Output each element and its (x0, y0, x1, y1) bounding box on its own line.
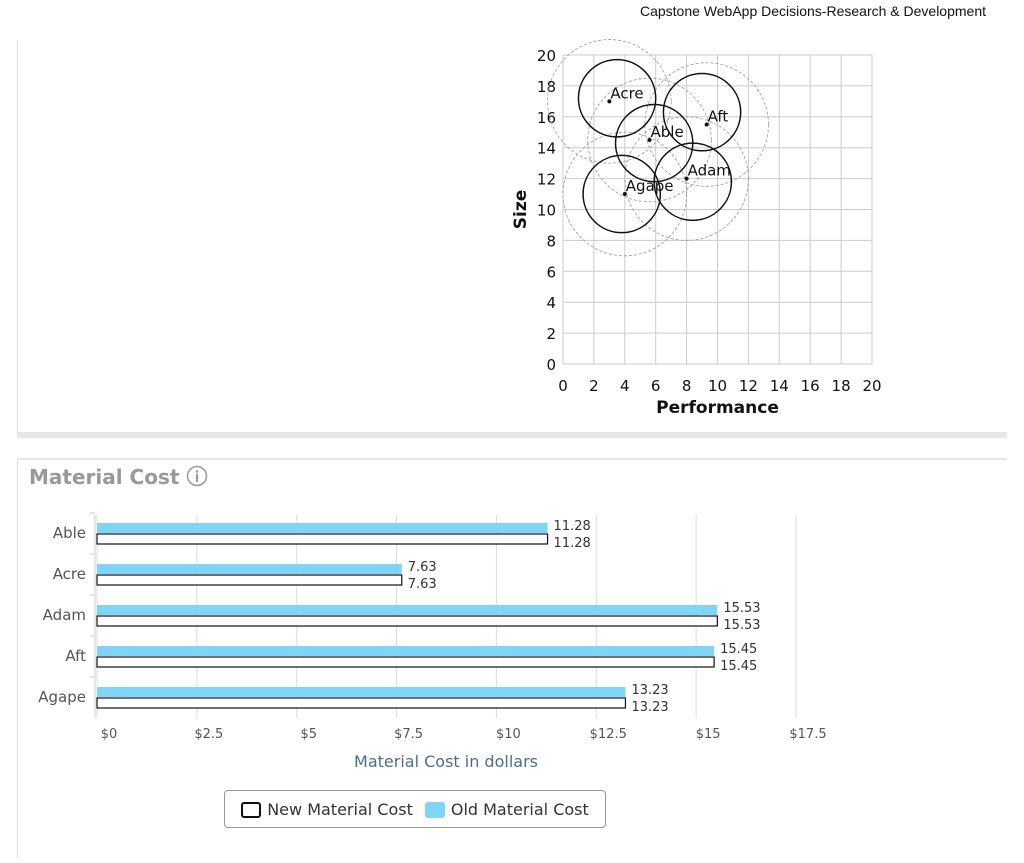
target-circle (562, 131, 687, 257)
x-tick-label: 20 (862, 377, 881, 395)
legend-new[interactable]: New Material Cost (241, 800, 413, 819)
bubble-aft[interactable] (662, 72, 742, 152)
bar-new-acre[interactable] (96, 574, 403, 586)
x-tick-label: $7.5 (394, 727, 423, 742)
x-axis-title: Material Cost in dollars (354, 752, 538, 771)
point-label: Acre (610, 84, 643, 102)
y-tick-label: 10 (537, 202, 556, 220)
x-tick-label: $2.5 (194, 727, 223, 742)
x-tick-label: 6 (651, 377, 661, 395)
x-axis-title: Performance (656, 398, 779, 418)
target-circle (644, 62, 769, 187)
y-tick-label: 8 (546, 232, 556, 250)
legend-swatch-old (424, 802, 445, 818)
x-tick-label: 0 (558, 377, 568, 395)
material-cost-title: Material Cost (29, 465, 208, 489)
bar-old-adam[interactable] (97, 605, 718, 615)
bar-old-able[interactable] (97, 523, 548, 533)
x-tick-label: 4 (620, 377, 630, 395)
x-tick-label: $15 (696, 727, 721, 742)
category-label: Able (53, 524, 86, 542)
legend-swatch-new (241, 802, 262, 818)
x-tick-label: 14 (770, 377, 789, 395)
category-label: Agape (38, 688, 86, 706)
legend-label-new: New Material Cost (267, 799, 413, 819)
bubble-adam[interactable] (653, 142, 733, 222)
point-agape (622, 192, 627, 197)
material-cost-title-text: Material Cost (29, 465, 180, 489)
bar-new-adam[interactable] (96, 615, 718, 627)
x-tick-label: 10 (708, 377, 727, 395)
x-tick-label: 12 (739, 377, 758, 395)
point-label: Adam (688, 162, 731, 180)
x-tick-label: 8 (682, 377, 692, 395)
bar-old-acre[interactable] (97, 564, 402, 574)
data-label-new: 15.53 (723, 618, 760, 633)
y-tick-label: 14 (537, 140, 556, 158)
data-label-old: 15.53 (723, 601, 760, 616)
bar-old-agape[interactable] (97, 687, 626, 697)
x-tick-label: 2 (589, 377, 599, 395)
x-tick-label: $17.5 (789, 727, 826, 742)
y-tick-label: 6 (546, 263, 556, 281)
point-label: Aft (708, 108, 729, 126)
app-title: Capstone WebApp Decisions-Research & Dev… (639, 3, 986, 19)
y-tick-label: 18 (537, 78, 556, 96)
y-tick-label: 12 (537, 171, 556, 189)
point-adam (684, 176, 689, 181)
point-label: Able (651, 123, 684, 141)
data-label-old: 11.28 (554, 519, 591, 534)
x-tick-label: 18 (832, 377, 851, 395)
y-tick-label: 20 (537, 47, 556, 65)
y-tick-label: 4 (546, 294, 556, 312)
bar-new-able[interactable] (96, 533, 549, 545)
point-aft (704, 122, 709, 127)
data-label-new: 11.28 (554, 536, 591, 551)
point-label: Agape (626, 177, 674, 195)
data-label-old: 7.63 (408, 560, 437, 575)
data-label-new: 15.45 (720, 659, 757, 674)
x-tick-label: $5 (300, 727, 317, 742)
target-circle (624, 116, 749, 241)
bubble-acre[interactable] (577, 58, 657, 138)
bar-old-aft[interactable] (97, 646, 715, 656)
x-tick-label: 16 (801, 377, 820, 395)
category-label: Acre (53, 565, 86, 583)
data-label-new: 13.23 (631, 700, 668, 715)
material-cost-panel (17, 458, 1007, 858)
data-label-old: 13.23 (631, 683, 668, 698)
bar-new-aft[interactable] (96, 656, 715, 668)
point-able (647, 137, 652, 142)
data-label-old: 15.45 (720, 642, 757, 657)
y-axis-title: Size (511, 190, 531, 230)
bubble-chart-panel (17, 40, 1007, 438)
legend-old[interactable]: Old Material Cost (424, 799, 589, 819)
legend: New Material Cost Old Material Cost (224, 790, 606, 828)
category-label: Aft (65, 647, 86, 665)
x-tick-label: $0 (101, 727, 118, 742)
target-circle (547, 39, 672, 164)
y-tick-label: 0 (546, 356, 556, 374)
bubble-agape[interactable] (582, 154, 662, 234)
data-label-new: 7.63 (408, 577, 437, 592)
point-acre (607, 99, 612, 104)
legend-label-old: Old Material Cost (450, 799, 589, 819)
info-icon[interactable] (186, 465, 208, 487)
x-tick-label: $12.5 (590, 727, 627, 742)
bar-new-agape[interactable] (96, 697, 627, 709)
category-label: Adam (43, 606, 86, 624)
y-tick-label: 2 (546, 325, 556, 343)
x-tick-label: $10 (496, 727, 521, 742)
